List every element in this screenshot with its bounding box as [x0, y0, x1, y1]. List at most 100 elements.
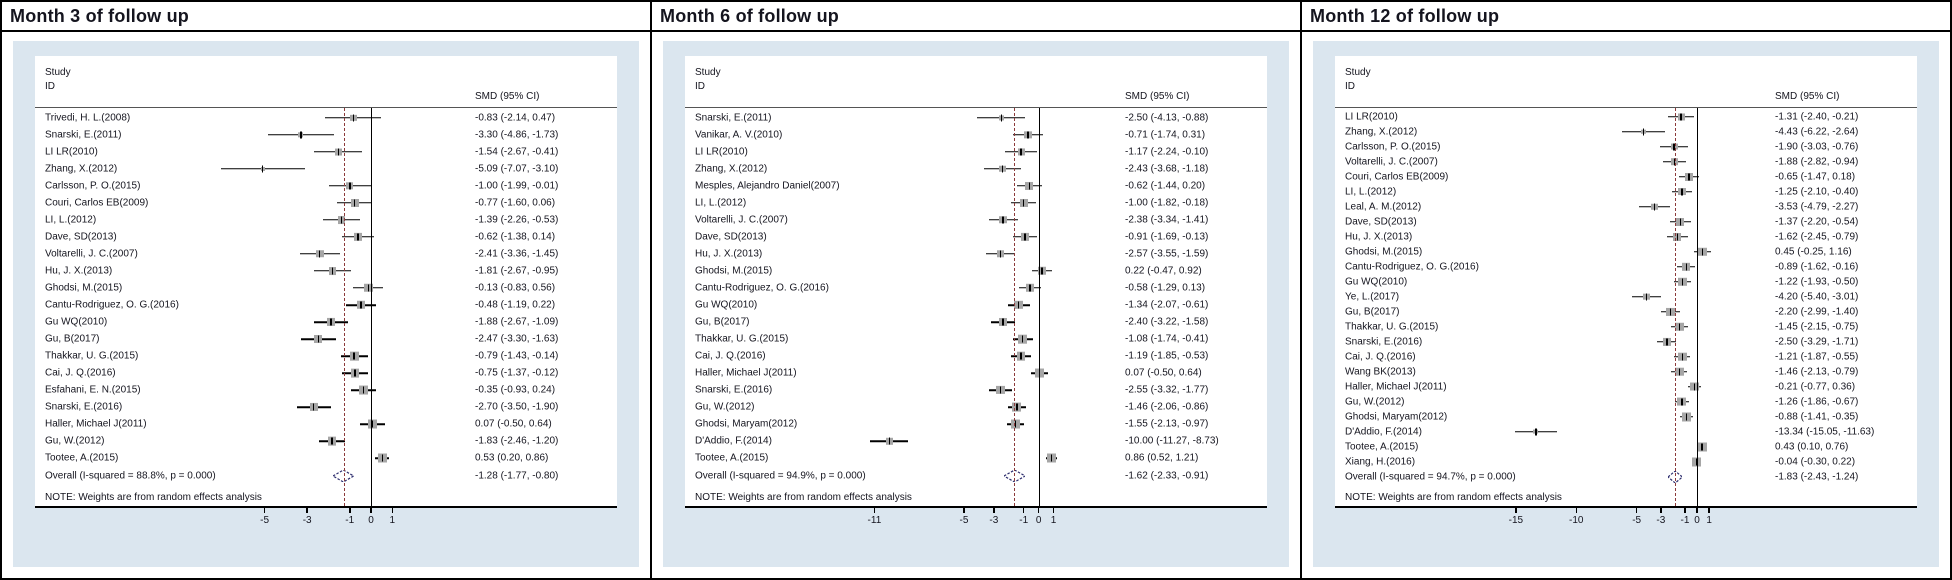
study-row: Ghodsi, M.(2015) 0.22 (-0.47, 0.92)	[685, 262, 1267, 279]
study-row: Gu, W.(2012) -1.46 (-2.06, -0.86)	[685, 399, 1267, 416]
study-label: Dave, SD(2013)	[1345, 216, 1417, 227]
effect-value: -0.21 (-0.77, 0.36)	[1775, 381, 1856, 392]
effect-value: -0.48 (-1.19, 0.22)	[475, 299, 556, 311]
study-label: Gu, B(2017)	[45, 333, 100, 345]
axis-tick	[1660, 508, 1662, 513]
axis-tick-label: 0	[1035, 515, 1042, 526]
point-estimate-marker	[1676, 233, 1679, 240]
study-row: D'Addio, F.(2014) -10.00 (-11.27, -8.73)	[685, 433, 1267, 450]
study-label: Mesples, Alejandro Daniel(2007)	[695, 180, 840, 192]
study-row: Voltarelli, J. C.(2007) -2.38 (-3.34, -1.…	[685, 211, 1267, 228]
effect-column-header: SMD (95% CI)	[1775, 91, 1840, 102]
overall-diamond	[332, 468, 356, 483]
point-estimate-marker	[367, 284, 370, 292]
axis-tick-label: 0	[1694, 515, 1700, 526]
axis-tick-label: 1	[389, 515, 396, 526]
study-label: Ghodsi, M.(2015)	[695, 265, 773, 277]
study-label: Vanikar, A. V.(2010)	[695, 129, 783, 141]
axis-tick-label: -3	[1656, 515, 1666, 526]
panel-content: Study ID SMD (95% CI) Trivedi, H. L.(200…	[2, 32, 650, 578]
panel-title: Month 3 of follow up	[2, 2, 650, 32]
plot-background: Study ID SMD (95% CI) Snarski, E.(2011) -…	[663, 41, 1289, 567]
effect-value: -0.62 (-1.44, 0.20)	[1125, 180, 1206, 192]
study-label: Thakkar, U. G.(2015)	[45, 350, 139, 362]
effect-value: -1.26 (-1.86, -0.67)	[1775, 396, 1859, 407]
study-row: Thakkar, U. G.(2015) -0.79 (-1.43, -0.14)	[35, 348, 617, 365]
study-row: Snarski, E.(2016) -2.50 (-3.29, -1.71)	[1335, 334, 1917, 349]
study-label: Gu WQ(2010)	[1345, 276, 1408, 287]
point-estimate-marker	[353, 352, 355, 360]
effect-value: -10.00 (-11.27, -8.73)	[1125, 435, 1219, 447]
effect-value: -0.58 (-1.29, 0.13)	[1125, 282, 1206, 294]
point-estimate-marker	[312, 403, 315, 411]
point-estimate-marker	[362, 386, 365, 394]
study-label: Dave, SD(2013)	[45, 231, 117, 243]
point-estimate-marker	[1016, 403, 1018, 411]
study-row: LI, L.(2012) -1.39 (-2.26, -0.53)	[35, 211, 617, 228]
effect-value: -0.79 (-1.43, -0.14)	[475, 350, 559, 362]
study-label: Hu, J. X.(2013)	[45, 265, 113, 277]
plot-background: Study ID SMD (95% CI) Trivedi, H. L.(200…	[13, 41, 639, 567]
point-estimate-marker	[1021, 335, 1024, 343]
study-label: Ghodsi, M.(2015)	[45, 282, 123, 294]
study-label: Cantu-Rodriguez, O. G.(2016)	[1345, 261, 1479, 272]
study-row: Cantu-Rodriguez, O. G.(2016) -0.89 (-1.62…	[1335, 259, 1917, 274]
study-row: LI LR(2010) -1.31 (-2.40, -0.21)	[1335, 109, 1917, 124]
study-label: Trivedi, H. L.(2008)	[45, 112, 131, 124]
study-label: Snarski, E.(2011)	[695, 112, 772, 124]
study-row: Zhang, X.(2012) -2.43 (-3.68, -1.18)	[685, 160, 1267, 177]
study-row: Tootee, A.(2015) 0.86 (0.52, 1.21)	[685, 450, 1267, 467]
effect-value: -1.46 (-2.13, -0.79)	[1775, 366, 1859, 377]
effect-value: -1.37 (-2.20, -0.54)	[1775, 216, 1859, 227]
study-row: Dave, SD(2013) -0.91 (-1.69, -0.13)	[685, 228, 1267, 245]
effect-value: 0.53 (0.20, 0.86)	[475, 452, 549, 464]
study-row: Ghodsi, Maryam(2012) -1.55 (-2.13, -0.97)	[685, 416, 1267, 433]
study-row: Esfahani, E. N.(2015) -0.35 (-0.93, 0.24)	[35, 382, 617, 399]
overall-value: -1.28 (-1.77, -0.80)	[475, 470, 559, 481]
forest-plot: Study ID SMD (95% CI) Trivedi, H. L.(200…	[35, 56, 617, 508]
weights-note: NOTE: Weights are from random effects an…	[1345, 492, 1562, 503]
study-row: Couri, Carlos EB(2009) -0.77 (-1.60, 0.06…	[35, 194, 617, 211]
study-label: LI LR(2010)	[45, 146, 98, 158]
axis-tick-label: 0	[368, 515, 374, 526]
point-estimate-marker	[1681, 398, 1683, 405]
study-label: Cai, J. Q.(2016)	[1345, 351, 1416, 362]
axis-tick	[1022, 508, 1025, 513]
study-column-header: Study ID	[695, 67, 721, 92]
point-estimate-marker	[330, 318, 332, 326]
point-estimate-marker	[1002, 318, 1004, 326]
point-estimate-marker	[1029, 284, 1031, 292]
study-row: Tootee, A.(2015) 0.43 (0.10, 0.76)	[1335, 439, 1917, 454]
point-estimate-marker	[1028, 182, 1031, 190]
study-label: Haller, Michael J(2011)	[45, 418, 147, 430]
axis-tick-label: -1	[1680, 515, 1690, 526]
study-label: Leal, A. M.(2012)	[1345, 201, 1422, 212]
study-row: Voltarelli, J. C.(2007) -1.88 (-2.82, -0.…	[1335, 154, 1917, 169]
study-label: Cai, J. Q.(2016)	[695, 350, 766, 362]
effect-value: -0.77 (-1.60, 0.06)	[475, 197, 556, 209]
axis-tick-label: 1	[1706, 515, 1712, 526]
effect-value: 0.45 (-0.25, 1.16)	[1775, 246, 1852, 257]
study-rows: Snarski, E.(2011) -2.50 (-4.13, -0.88) Van…	[685, 109, 1267, 484]
point-estimate-marker	[261, 165, 264, 173]
point-estimate-marker	[1642, 128, 1645, 135]
study-row: LI, L.(2012) -1.25 (-2.10, -0.40)	[1335, 184, 1917, 199]
x-axis: -11 -5 -3 -1 0 1	[685, 508, 1267, 536]
study-label: Ghodsi, M.(2015)	[1345, 246, 1423, 257]
overall-label: Overall (I-squared = 94.9%, p = 0.000)	[695, 470, 866, 481]
point-estimate-marker	[1050, 454, 1053, 462]
effect-value: -1.22 (-1.93, -0.50)	[1775, 276, 1859, 287]
study-row: Wang BK(2013) -1.46 (-2.13, -0.79)	[1335, 364, 1917, 379]
effect-value: -13.34 (-15.05, -11.63)	[1775, 426, 1875, 437]
study-row: Cai, J. Q.(2016) -1.19 (-1.85, -0.53)	[685, 348, 1267, 365]
study-label: Voltarelli, J. C.(2007)	[45, 248, 138, 260]
axis-tick	[370, 508, 372, 513]
x-axis: -15 -10 -5 -3 -1 0 1	[1335, 508, 1917, 536]
effect-value: -1.46 (-2.06, -0.86)	[1125, 401, 1209, 413]
point-estimate-marker	[1681, 278, 1684, 285]
effect-column-header: SMD (95% CI)	[475, 91, 540, 102]
study-row: Cantu-Rodriguez, O. G.(2016) -0.48 (-1.19…	[35, 297, 617, 314]
study-row: Snarski, E.(2016) -2.70 (-3.50, -1.90)	[35, 399, 617, 416]
study-label: LI, L.(2012)	[695, 197, 747, 209]
point-estimate-marker	[1688, 173, 1690, 180]
